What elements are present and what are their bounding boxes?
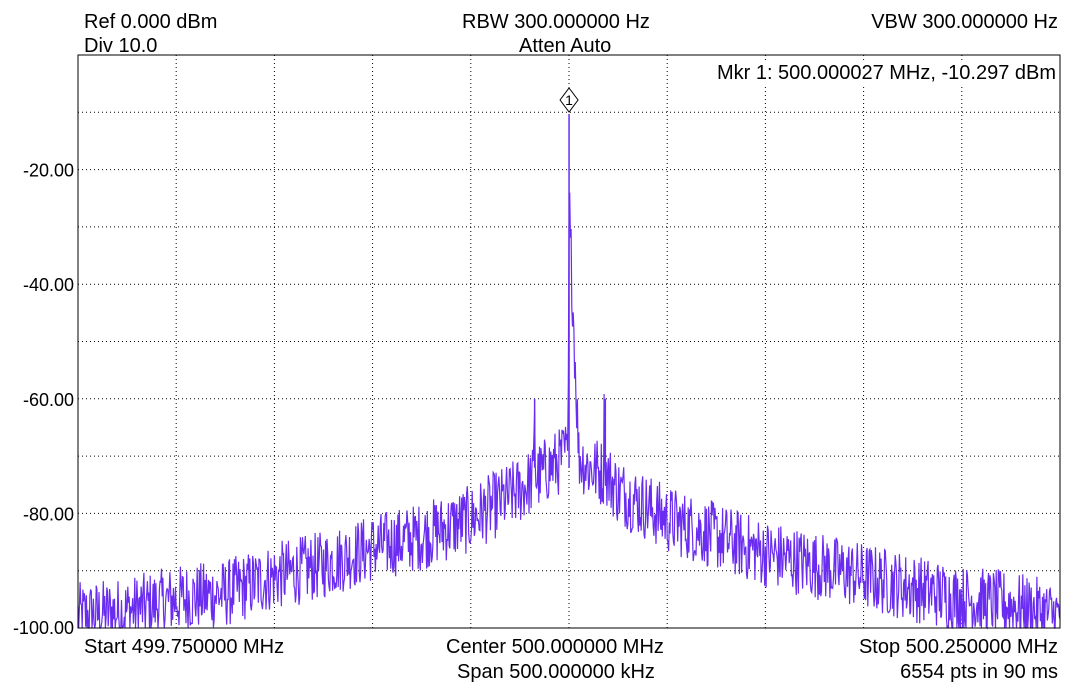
- spectrum-trace-group: [77, 114, 1061, 630]
- marker-readout: Mkr 1: 500.000027 MHz, -10.297 dBm: [714, 62, 1058, 84]
- y-tick-label: -80.00: [23, 504, 74, 524]
- atten-text: Atten Auto: [519, 35, 612, 57]
- y-tick-label: -100.00: [13, 618, 74, 638]
- plot-frame: [77, 54, 1061, 629]
- y-tick-labels: -20.00 -40.00 -60.00 -80.00 -100.00: [13, 161, 74, 638]
- y-tick-label: -40.00: [23, 275, 74, 295]
- marker-diamond-icon: [559, 87, 579, 113]
- sweep-points-text: 6554 pts in 90 ms: [900, 661, 1058, 683]
- vbw-text: VBW 300.000000 Hz: [871, 11, 1058, 33]
- y-tick-label: -60.00: [23, 390, 74, 410]
- start-freq-text: Start 499.750000 MHz: [84, 636, 285, 658]
- marker-number: 1: [565, 92, 573, 108]
- div-scale-text: Div 10.0: [84, 35, 158, 57]
- marker-1: 1: [559, 87, 579, 113]
- spectrum-trace: [77, 192, 1061, 630]
- span-text: Span 500.000000 kHz: [457, 661, 655, 683]
- stop-freq-text: Stop 500.250000 MHz: [858, 636, 1058, 658]
- center-freq-text: Center 500.000000 MHz: [446, 636, 664, 658]
- rbw-text: RBW 300.000000 Hz: [462, 11, 650, 33]
- y-tick-label: -20.00: [23, 161, 74, 181]
- ref-level-text: Ref 0.000 dBm: [84, 11, 218, 33]
